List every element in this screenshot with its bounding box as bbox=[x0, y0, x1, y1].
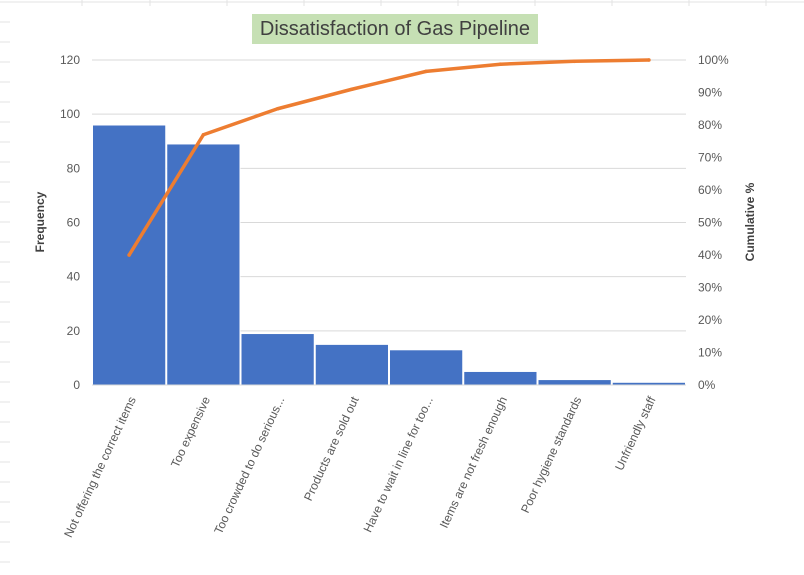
bar[interactable] bbox=[240, 333, 315, 386]
bar[interactable] bbox=[537, 379, 612, 386]
x-tick-label: Not offering the correct items bbox=[61, 394, 139, 539]
y-tick-label: 120 bbox=[60, 53, 80, 67]
y2-tick-label: 70% bbox=[698, 151, 722, 165]
x-tick-label: Have to wait in line for too... bbox=[361, 394, 436, 534]
y-tick-label: 20 bbox=[67, 324, 81, 338]
y2-tick-label: 0% bbox=[698, 378, 716, 392]
bar[interactable] bbox=[463, 370, 538, 386]
x-tick-label: Too crowded to do serious... bbox=[211, 394, 287, 536]
x-tick-label: Products are sold out bbox=[301, 394, 362, 503]
y2-tick-label: 10% bbox=[698, 346, 722, 360]
x-tick-label: Too expensive bbox=[168, 394, 213, 470]
cumulative-point bbox=[498, 62, 503, 67]
cumulative-point bbox=[647, 58, 651, 62]
bar[interactable] bbox=[389, 349, 464, 386]
y2-axis-label: Cumulative % bbox=[743, 182, 757, 261]
y2-tick-label: 100% bbox=[698, 53, 729, 67]
y-tick-label: 80 bbox=[67, 161, 81, 175]
y-tick-label: 60 bbox=[67, 216, 81, 230]
y-tick-label: 100 bbox=[60, 107, 80, 121]
y-tick-label: 40 bbox=[67, 270, 81, 284]
bars bbox=[92, 124, 686, 386]
y2-axis-ticks: 0% 10% 20% 30% 40% 50% 60% 70% 80% 90% 100% bbox=[698, 53, 729, 392]
y2-tick-label: 50% bbox=[698, 216, 722, 230]
y2-tick-label: 60% bbox=[698, 183, 722, 197]
chart-title: Dissatisfaction of Gas Pipeline bbox=[252, 14, 538, 44]
y2-tick-label: 80% bbox=[698, 118, 722, 132]
cumulative-point bbox=[424, 69, 428, 74]
x-tick-label: Poor hygiene standards bbox=[518, 394, 584, 515]
x-tick-label: Unfriendly staff bbox=[612, 394, 659, 473]
y2-tick-label: 90% bbox=[698, 86, 722, 100]
x-tick-label: Items are not fresh enough bbox=[437, 394, 510, 530]
y2-tick-label: 40% bbox=[698, 248, 722, 262]
y2-tick-label: 30% bbox=[698, 281, 722, 295]
bar[interactable] bbox=[314, 343, 389, 386]
cumulative-point bbox=[201, 132, 206, 137]
y-tick-label: 0 bbox=[73, 378, 80, 392]
y2-tick-label: 20% bbox=[698, 313, 722, 327]
x-axis-labels: Not offering the correct items Too expens… bbox=[61, 394, 659, 540]
cumulative-point bbox=[127, 253, 131, 257]
cumulative-line-path[interactable] bbox=[127, 58, 651, 257]
y-axis-ticks: 0 20 40 60 80 100 120 bbox=[60, 53, 80, 392]
bar[interactable] bbox=[166, 143, 241, 386]
cumulative-point bbox=[275, 106, 280, 111]
cumulative-line bbox=[127, 58, 651, 257]
cumulative-point bbox=[350, 87, 354, 92]
y-axis-label: Frequency bbox=[33, 191, 47, 252]
cumulative-point bbox=[572, 59, 577, 64]
